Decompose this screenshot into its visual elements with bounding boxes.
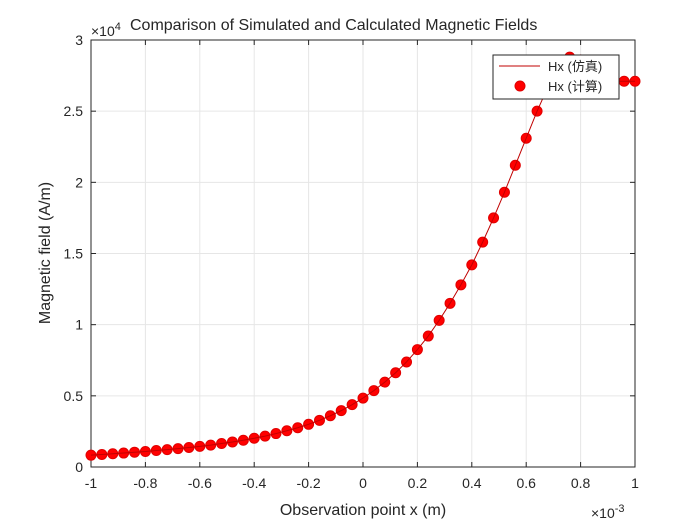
y-tick-label: 2.5 — [64, 103, 84, 119]
x-exponent-label: ×10-3 — [591, 503, 625, 521]
y-exponent-label: ×104 — [91, 21, 121, 39]
ticks: -1 -0.8 -0.6 -0.4 -0.2 0 0.2 0.4 0.6 0.8 1 0 0.5 1 1.5… — [64, 32, 640, 491]
y-tick-label: 3 — [75, 32, 83, 48]
x-tick-label: -0.4 — [242, 475, 266, 491]
legend-box — [492, 54, 620, 100]
y-axis-label: Magnetic field (A/m) — [37, 182, 54, 324]
y-exponent-power: 4 — [115, 21, 121, 33]
chart-title: Comparison of Simulated and Calculated M… — [130, 17, 537, 34]
x-tick-label: -0.6 — [188, 475, 212, 491]
y-tick-label: 2 — [75, 174, 83, 190]
x-tick-label: 0.8 — [571, 475, 591, 491]
legend-label-simulated: Hx (仿真) — [548, 59, 602, 74]
y-tick-label: 1.5 — [64, 246, 84, 262]
x-tick-label: -0.2 — [297, 475, 321, 491]
x-tick-label: -0.8 — [133, 475, 157, 491]
legend-marker-swatch — [514, 80, 526, 92]
x-tick-label: 0.2 — [408, 475, 428, 491]
x-tick-label: 0.6 — [516, 475, 536, 491]
x-tick-label: 0.4 — [462, 475, 482, 491]
x-axis-label: Observation point x (m) — [280, 502, 446, 519]
x-exponent-base: ×10 — [591, 505, 615, 521]
x-tick-label: 1 — [631, 475, 639, 491]
y-tick-label: 1 — [75, 317, 83, 333]
y-tick-label: 0.5 — [64, 388, 84, 404]
y-tick-label: 0 — [75, 459, 83, 475]
x-exponent-power: -3 — [615, 503, 625, 515]
legend-label-calculated: Hx (计算) — [548, 79, 602, 94]
x-tick-label: -1 — [85, 475, 98, 491]
y-exponent-base: ×10 — [91, 23, 115, 39]
legend: Hx (仿真) Hx (计算) — [492, 54, 620, 100]
x-tick-label: 0 — [359, 475, 367, 491]
